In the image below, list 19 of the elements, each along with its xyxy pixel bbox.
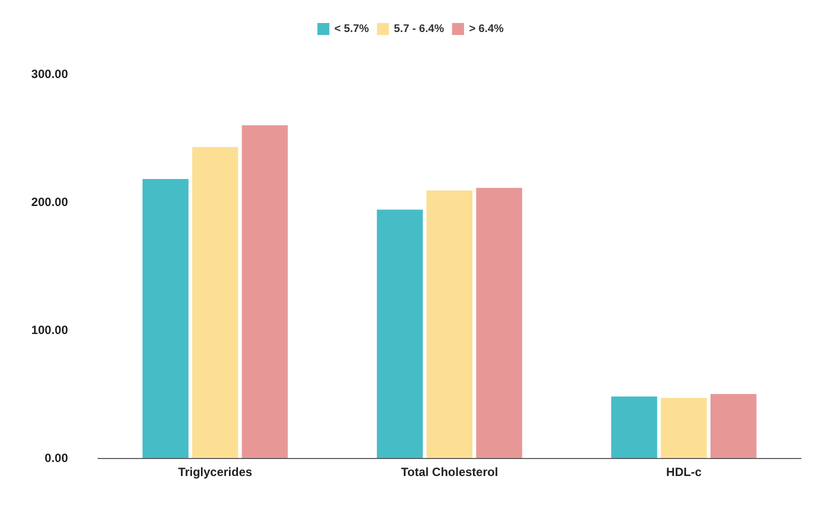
bar: [376, 210, 423, 458]
bar: [192, 146, 238, 458]
bar: [142, 178, 188, 458]
legend-label: < 5.7%: [334, 23, 370, 35]
x-tick-label: Total Cholesterol: [400, 465, 498, 479]
legend-label: 5.7 - 6.4%: [394, 23, 444, 35]
bar: [611, 396, 658, 458]
bar: [476, 188, 522, 458]
y-tick-label: 300.00: [31, 67, 68, 81]
bar: [660, 398, 707, 458]
y-tick-label: 0.00: [44, 451, 68, 465]
x-tick-label: HDL-c: [666, 465, 702, 479]
x-tick-label: Triglycerides: [178, 465, 253, 479]
y-tick-label: 200.00: [31, 195, 68, 209]
y-tick-label: 100.00: [31, 323, 68, 337]
legend-label: > 6.4%: [469, 23, 504, 35]
bar: [242, 125, 288, 458]
bar: [426, 190, 472, 458]
bar: [710, 394, 756, 458]
